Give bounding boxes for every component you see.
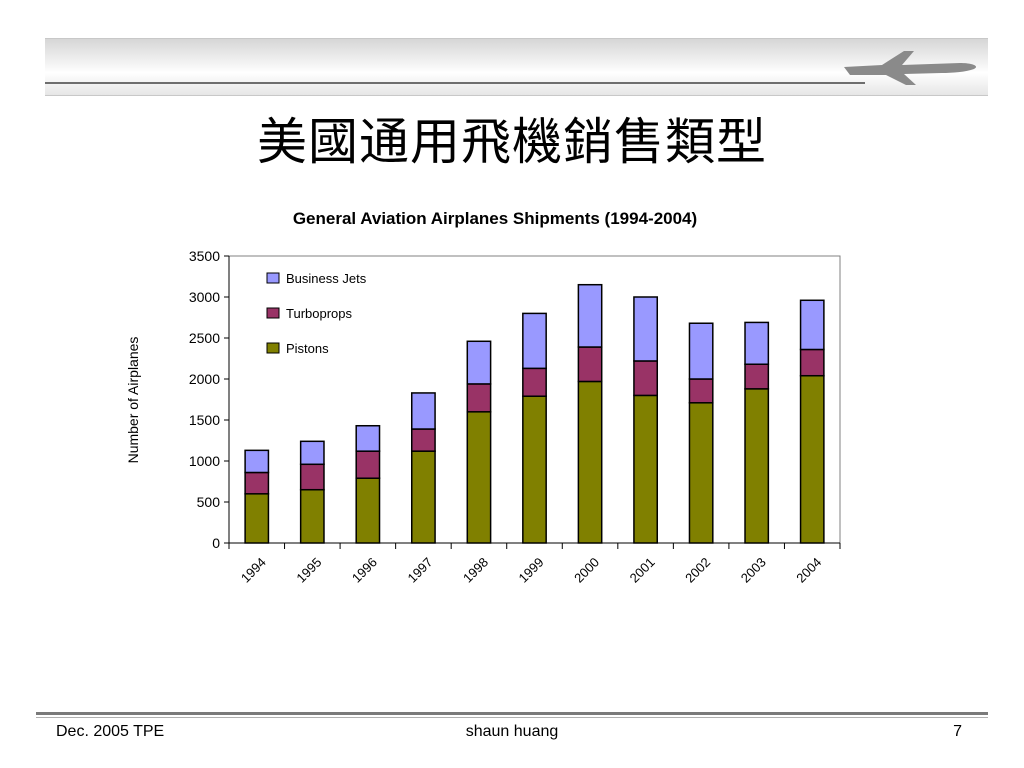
- x-tick-label: 2001: [627, 555, 658, 586]
- x-tick-label: 2000: [571, 555, 602, 586]
- bar-segment: [633, 394, 659, 544]
- chart-title: General Aviation Airplanes Shipments (19…: [293, 209, 697, 228]
- bar-segment: [744, 321, 770, 365]
- legend-label: Pistons: [286, 341, 329, 356]
- x-tick-label: 2003: [738, 555, 769, 586]
- footer-author: shaun huang: [465, 723, 559, 740]
- footer-rule-thin: [36, 717, 988, 718]
- bar-segment: [466, 340, 492, 385]
- legend-swatch: [266, 307, 280, 319]
- bar-segment: [244, 471, 270, 495]
- y-tick-label: 2500: [189, 330, 220, 346]
- bar-segment: [299, 440, 325, 466]
- bar-segment: [577, 346, 603, 383]
- bar-segment: [633, 296, 659, 362]
- bar-segment: [744, 363, 770, 390]
- legend-label: Turboprops: [286, 306, 352, 321]
- bar-segment: [299, 488, 325, 544]
- bar-segment: [355, 424, 381, 452]
- bar-segment: [633, 360, 659, 397]
- x-tick-label: 2002: [682, 555, 713, 586]
- y-tick-label: 3000: [189, 289, 220, 305]
- bar-segment: [355, 477, 381, 544]
- y-tick-label: 1500: [189, 412, 220, 428]
- slide-title: 美國通用飛機銷售類型: [257, 113, 767, 171]
- bar-segment: [466, 383, 492, 413]
- bar-segment: [244, 493, 270, 544]
- bar-segment: [410, 450, 436, 544]
- bar-segment: [688, 402, 714, 544]
- x-tick-label: 1994: [238, 555, 269, 586]
- legend-swatch: [266, 342, 280, 354]
- legend-swatch: [266, 272, 280, 284]
- x-tick-label: 2004: [793, 555, 824, 586]
- legend-label: Business Jets: [286, 271, 367, 286]
- bar-segment: [799, 348, 825, 377]
- x-tick-label: 1996: [349, 555, 380, 586]
- page-number: 7: [953, 723, 962, 740]
- x-tick-label: 1999: [516, 555, 547, 586]
- bar-segment: [410, 392, 436, 430]
- y-tick-label: 500: [197, 494, 221, 510]
- y-axis-title: Number of Airplanes: [125, 337, 141, 464]
- x-tick-label: 1997: [404, 555, 435, 586]
- airplane-icon: [844, 51, 977, 85]
- y-tick-label: 2000: [189, 371, 220, 387]
- bar-segment: [688, 322, 714, 380]
- bar-segment: [466, 411, 492, 544]
- header-band: [45, 38, 988, 96]
- bar-segment: [744, 388, 770, 544]
- footer-date: Dec. 2005 TPE: [56, 723, 165, 740]
- x-tick-label: 1998: [460, 555, 491, 586]
- bar-segment: [799, 299, 825, 351]
- y-tick-label: 3500: [189, 248, 220, 264]
- footer-rule: [36, 712, 988, 715]
- bar-segment: [410, 428, 436, 452]
- y-tick-label: 0: [212, 535, 220, 551]
- bar-segment: [577, 283, 603, 348]
- bar-segment: [244, 449, 270, 474]
- y-tick-label: 1000: [189, 453, 220, 469]
- bar-segment: [522, 312, 547, 370]
- bar-segment: [799, 374, 825, 544]
- bar-segment: [577, 380, 603, 544]
- bar-segment: [522, 367, 547, 397]
- bar-segment: [299, 463, 325, 491]
- bar-segment: [688, 378, 714, 404]
- bar-segment: [355, 450, 381, 479]
- x-tick-label: 1995: [293, 555, 324, 586]
- bar-segment: [522, 395, 547, 544]
- header-rule: [45, 82, 865, 84]
